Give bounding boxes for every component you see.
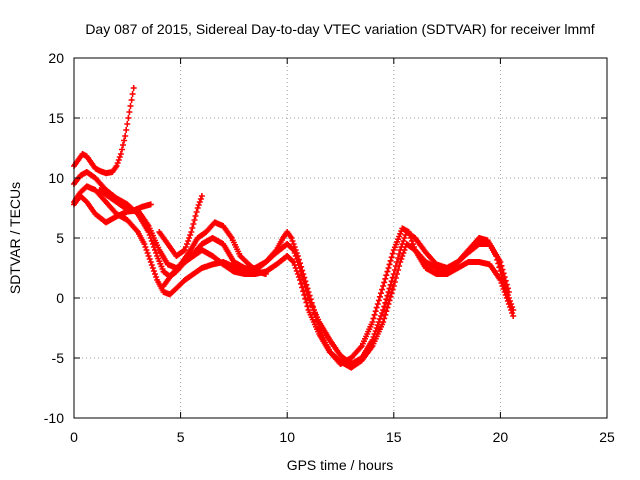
x-axis-label: GPS time / hours <box>287 457 394 473</box>
x-axis-ticks: 0 5 10 15 20 25 <box>70 58 615 445</box>
x-tick-label: 5 <box>177 429 185 445</box>
y-axis-label: SDTVAR / TECUs <box>7 182 23 294</box>
x-tick-label: 10 <box>279 429 295 445</box>
series-track-6 <box>156 193 205 259</box>
y-tick-label: 5 <box>56 230 64 246</box>
y-tick-label: 20 <box>48 50 64 66</box>
y-tick-label: -5 <box>52 350 65 366</box>
x-tick-label: 0 <box>70 429 78 445</box>
x-tick-label: 15 <box>386 429 402 445</box>
series-markers <box>160 219 269 289</box>
y-tick-label: 10 <box>48 170 64 186</box>
chart-title: Day 087 of 2015, Sidereal Day-to-day VTE… <box>85 21 594 37</box>
series-track-7 <box>160 219 269 289</box>
series-markers <box>156 193 205 259</box>
y-tick-label: 15 <box>48 110 64 126</box>
series-track-5 <box>96 187 154 214</box>
y-tick-label: -10 <box>44 410 64 426</box>
y-axis-ticks: -10 -5 0 5 10 15 20 <box>44 50 607 426</box>
x-tick-label: 20 <box>493 429 509 445</box>
y-tick-label: 0 <box>56 290 64 306</box>
series-markers <box>96 187 154 214</box>
x-tick-label: 25 <box>599 429 615 445</box>
